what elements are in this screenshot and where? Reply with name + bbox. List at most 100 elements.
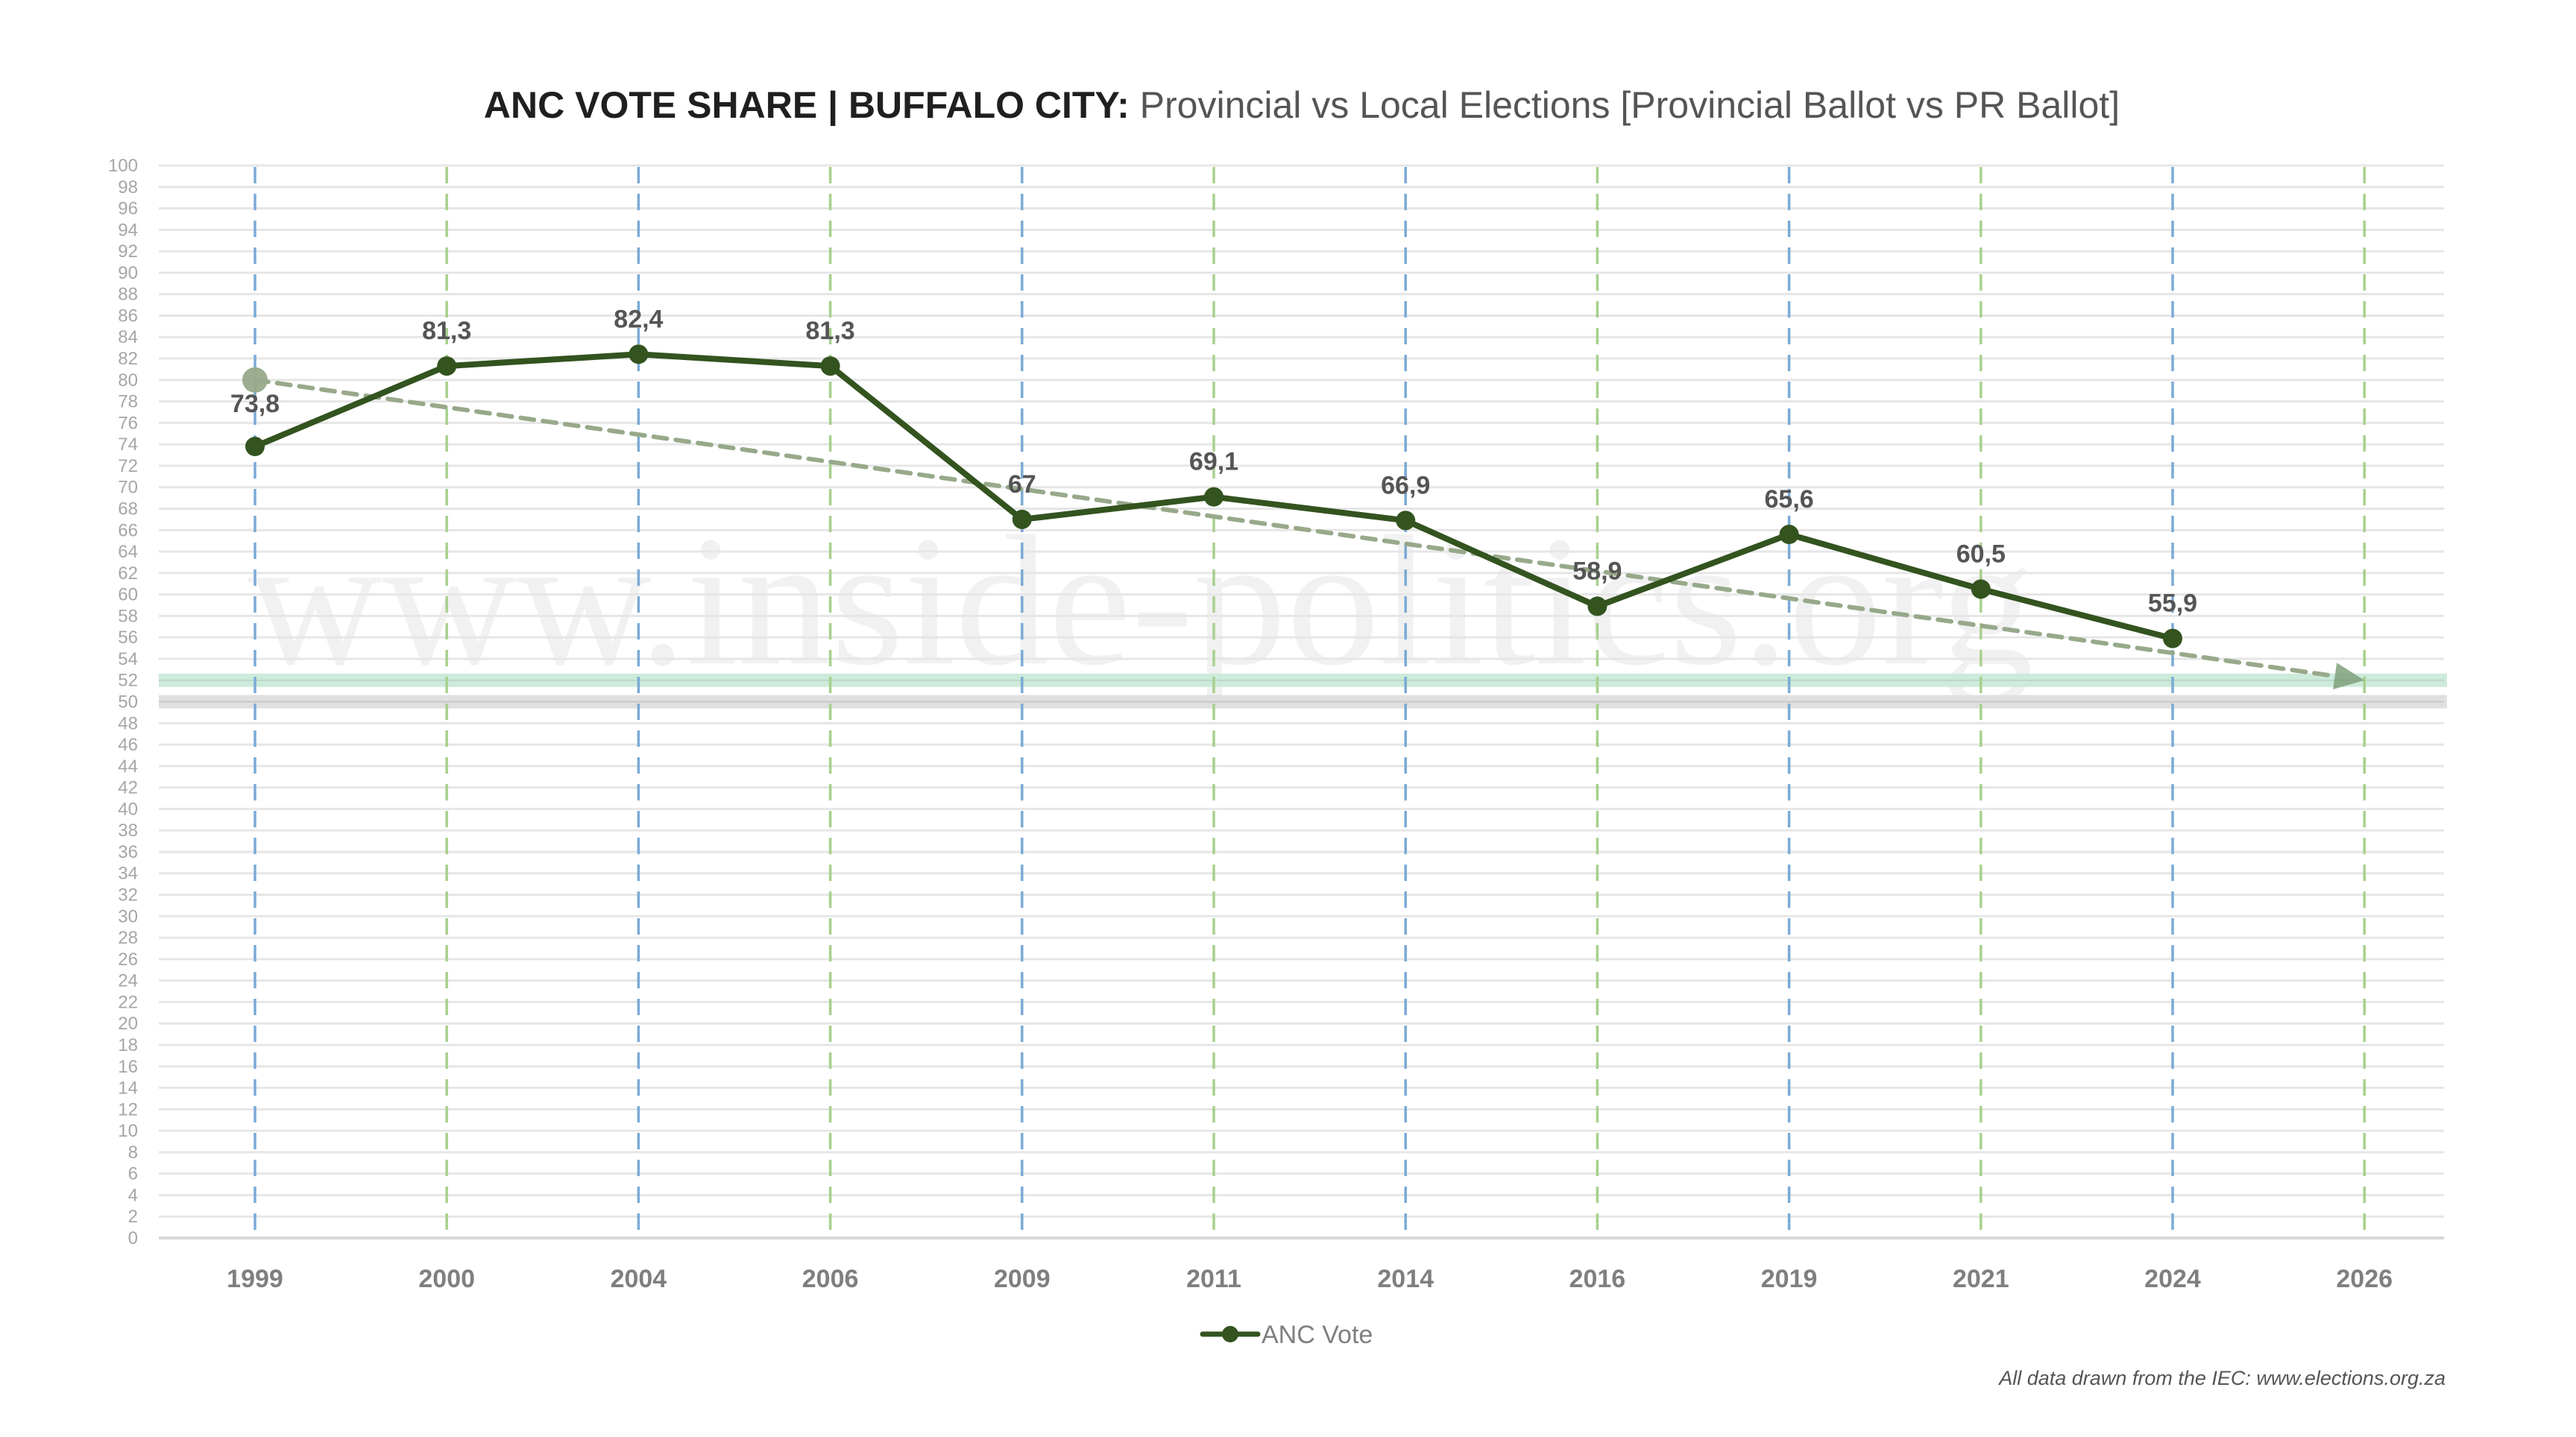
y-tick-label: 100 [108, 156, 138, 176]
y-tick-label: 72 [118, 456, 138, 476]
data-label: 81,3 [806, 317, 855, 345]
x-tick-label: 2021 [1953, 1265, 2009, 1293]
y-tick-label: 86 [118, 306, 138, 326]
y-tick-label: 58 [118, 606, 138, 626]
x-tick-label: 2004 [611, 1265, 667, 1293]
y-tick-label: 28 [118, 928, 138, 948]
y-tick-label: 14 [118, 1078, 138, 1099]
y-tick-label: 42 [118, 778, 138, 798]
data-point [1971, 579, 1991, 599]
data-label: 65,6 [1765, 485, 1814, 514]
data-label: 55,9 [2148, 590, 2197, 618]
trend-line [253, 377, 2337, 679]
y-tick-label: 20 [118, 1014, 138, 1034]
y-tick-label: 18 [118, 1035, 138, 1055]
y-tick-label: 94 [118, 220, 138, 240]
data-label: 66,9 [1381, 471, 1430, 499]
y-tick-label: 24 [118, 971, 138, 991]
chart-title-regular: Provincial vs Local Elections [Provincia… [1130, 84, 2120, 126]
y-tick-label: 66 [118, 520, 138, 540]
y-tick-label: 74 [118, 435, 138, 455]
trend-arrowhead-icon [2333, 663, 2365, 689]
y-tick-label: 84 [118, 327, 138, 347]
y-tick-label: 38 [118, 821, 138, 841]
y-tick-label: 8 [128, 1143, 138, 1163]
trend-arrow [242, 367, 2365, 689]
y-tick-label: 92 [118, 241, 138, 262]
x-tick-label: 2019 [1761, 1265, 1818, 1293]
y-tick-label: 22 [118, 992, 138, 1012]
data-label: 60,5 [1956, 540, 2006, 568]
y-tick-label: 70 [118, 478, 138, 498]
y-tick-label: 36 [118, 842, 138, 862]
y-tick-label: 30 [118, 906, 138, 926]
x-tick-label: 1999 [227, 1265, 283, 1293]
y-tick-label: 80 [118, 370, 138, 391]
x-tick-label: 2006 [802, 1265, 859, 1293]
legend: ANC Vote [1200, 1321, 1373, 1349]
data-label: 81,3 [422, 317, 471, 345]
y-tick-label: 48 [118, 713, 138, 733]
x-tick-label: 2011 [1186, 1265, 1241, 1293]
y-tick-label: 0 [128, 1228, 138, 1248]
data-point [820, 356, 840, 376]
x-tick-label: 2026 [2336, 1265, 2393, 1293]
source-note: All data drawn from the IEC: www.electio… [1997, 1367, 2446, 1389]
y-tick-label: 2 [128, 1207, 138, 1227]
y-tick-label: 52 [118, 671, 138, 691]
y-tick-label: 54 [118, 649, 138, 669]
data-label: 67 [1008, 470, 1036, 499]
reference-bands [159, 673, 2447, 709]
x-tick-label: 2000 [418, 1265, 475, 1293]
data-label: 69,1 [1189, 448, 1238, 476]
data-point [437, 356, 457, 376]
y-tick-label: 76 [118, 413, 138, 433]
chart-title: ANC VOTE SHARE | BUFFALO CITY: Provincia… [484, 84, 2120, 127]
y-tick-label: 32 [118, 885, 138, 906]
legend-label: ANC Vote [1262, 1321, 1373, 1349]
trend-start-marker [242, 367, 268, 393]
y-tick-label: 40 [118, 799, 138, 819]
election-year-lines [253, 167, 2366, 1235]
data-point [1204, 487, 1224, 507]
y-tick-label: 44 [118, 757, 138, 777]
y-tick-label: 64 [118, 542, 138, 562]
y-tick-label: 78 [118, 392, 138, 412]
y-tick-label: 90 [118, 263, 138, 283]
y-tick-label: 10 [118, 1121, 138, 1141]
y-tick-label: 98 [118, 177, 138, 198]
y-tick-label: 88 [118, 285, 138, 305]
y-tick-label: 4 [128, 1185, 138, 1205]
data-point [629, 344, 649, 364]
data-point [1012, 509, 1032, 529]
y-tick-label: 6 [128, 1164, 138, 1184]
x-tick-label: 2014 [1377, 1265, 1434, 1293]
chart-title-bold: ANC VOTE SHARE | BUFFALO CITY: [484, 84, 1130, 127]
data-label: 73,8 [230, 390, 280, 418]
y-tick-label: 56 [118, 628, 138, 648]
data-point [1396, 511, 1416, 531]
y-tick-label: 50 [118, 692, 138, 713]
x-tick-label: 2024 [2144, 1265, 2201, 1293]
data-label: 82,4 [614, 305, 663, 333]
data-label: 58,9 [1572, 557, 1622, 585]
y-axis-ticks: 0246810121416182022242628303234363840424… [108, 156, 138, 1248]
series-anc-vote [245, 344, 2182, 648]
x-axis-ticks: 1999 2000 2004 2006 2009 2011 2014 2016 2019 2021… [227, 1265, 2393, 1293]
y-tick-label: 26 [118, 950, 138, 970]
y-tick-label: 34 [118, 864, 138, 884]
data-labels: 73,8 81,3 82,4 81,3 67 69,1 66,9 58,9 65,6 60,5 55… [230, 305, 2197, 617]
x-tick-label: 2016 [1569, 1265, 1626, 1293]
data-point [1587, 596, 1607, 616]
legend-marker-icon [1222, 1326, 1238, 1342]
data-point [1779, 525, 1799, 545]
y-tick-label: 96 [118, 199, 138, 219]
data-point [2163, 628, 2182, 648]
watermark: www.inside-politics.org [248, 498, 2034, 704]
data-point [245, 437, 265, 457]
y-tick-label: 12 [118, 1099, 138, 1119]
y-tick-label: 68 [118, 499, 138, 519]
y-tick-label: 16 [118, 1057, 138, 1077]
y-tick-label: 60 [118, 585, 138, 605]
